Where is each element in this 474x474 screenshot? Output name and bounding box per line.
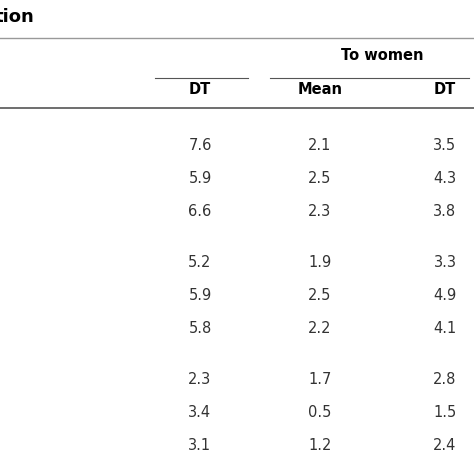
Text: 2.2: 2.2 [308, 321, 332, 336]
Text: 2.4: 2.4 [433, 438, 456, 453]
Text: 5.9: 5.9 [188, 288, 211, 303]
Text: 4.3: 4.3 [433, 171, 456, 186]
Text: 4.9: 4.9 [433, 288, 456, 303]
Text: 6.6: 6.6 [188, 204, 211, 219]
Text: 7.6: 7.6 [188, 138, 212, 153]
Text: 2.3: 2.3 [188, 372, 211, 387]
Text: 5.9: 5.9 [188, 171, 211, 186]
Text: 1.5: 1.5 [433, 405, 456, 420]
Text: 1.7: 1.7 [308, 372, 332, 387]
Text: 3.8: 3.8 [433, 204, 456, 219]
Text: 3.3: 3.3 [434, 255, 456, 270]
Text: 2.1: 2.1 [308, 138, 332, 153]
Text: 5.2: 5.2 [188, 255, 212, 270]
Text: 3.1: 3.1 [189, 438, 211, 453]
Text: 1.9: 1.9 [309, 255, 332, 270]
Text: 3.5: 3.5 [433, 138, 456, 153]
Text: Mean: Mean [298, 82, 343, 97]
Text: DT: DT [189, 82, 211, 97]
Text: tion: tion [0, 8, 35, 26]
Text: 2.5: 2.5 [308, 288, 332, 303]
Text: 3.4: 3.4 [189, 405, 211, 420]
Text: To women: To women [341, 48, 424, 63]
Text: 5.8: 5.8 [188, 321, 211, 336]
Text: 1.2: 1.2 [308, 438, 332, 453]
Text: 2.5: 2.5 [308, 171, 332, 186]
Text: 2.8: 2.8 [433, 372, 456, 387]
Text: DT: DT [434, 82, 456, 97]
Text: 2.3: 2.3 [309, 204, 332, 219]
Text: 4.1: 4.1 [433, 321, 456, 336]
Text: 0.5: 0.5 [308, 405, 332, 420]
